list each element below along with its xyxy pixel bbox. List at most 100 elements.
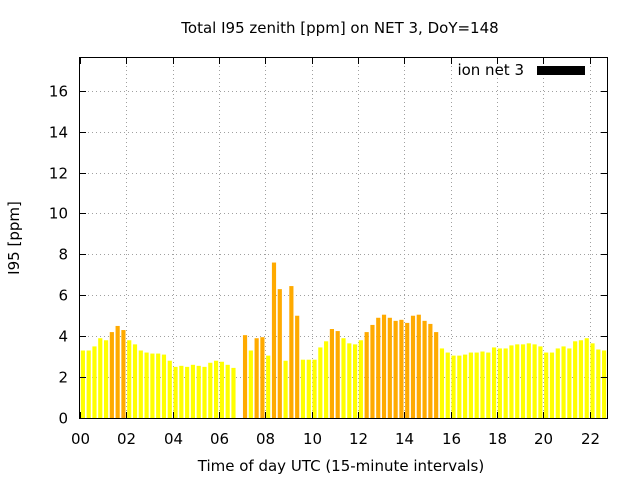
bar: [196, 365, 201, 418]
bar: [364, 332, 369, 418]
bar: [98, 338, 103, 418]
bar: [532, 344, 537, 418]
bar: [300, 359, 306, 418]
x-tick-label: 02: [117, 430, 136, 448]
bar: [451, 355, 456, 418]
bar: [341, 338, 346, 418]
bar: [283, 360, 288, 418]
bar: [271, 262, 277, 418]
bar: [312, 359, 317, 418]
bar: [318, 347, 323, 418]
bar: [190, 364, 196, 418]
bar: [127, 340, 132, 418]
x-tick-label: 06: [210, 430, 229, 448]
y-tick-label: 16: [49, 83, 68, 101]
y-tick-label: 12: [49, 165, 68, 183]
bar: [115, 325, 120, 418]
bar: [254, 338, 259, 418]
bar: [173, 366, 178, 418]
bar: [86, 350, 91, 418]
bar: [179, 365, 184, 418]
x-tick-label: 14: [395, 430, 414, 448]
bar: [549, 352, 555, 418]
bar: [393, 320, 398, 418]
bar: [410, 315, 416, 418]
bar: [266, 355, 271, 418]
bar: [428, 323, 433, 418]
bar: [144, 352, 149, 418]
bar: [381, 314, 387, 418]
bar: [156, 353, 161, 418]
x-tick-label: 04: [164, 430, 183, 448]
x-tick-label: 16: [442, 430, 461, 448]
bar: [225, 364, 230, 418]
y-tick-label: 0: [58, 410, 68, 428]
bar: [416, 314, 421, 418]
bar: [468, 352, 473, 418]
bar: [526, 343, 531, 418]
bar: [422, 320, 427, 418]
x-tick-label: 22: [581, 430, 600, 448]
bar: [324, 341, 329, 418]
bar: [335, 331, 340, 418]
bar: [602, 350, 607, 418]
y-tick-label: 8: [58, 246, 68, 264]
bar: [248, 350, 253, 418]
x-tick-label: 18: [488, 430, 507, 448]
bar: [596, 349, 601, 418]
bar: [567, 348, 572, 418]
bar: [463, 354, 468, 418]
bar: [80, 350, 85, 418]
bar: [544, 352, 549, 418]
bar: [503, 348, 508, 418]
bar: [132, 344, 138, 418]
bar: [480, 351, 485, 418]
bar: [520, 344, 526, 418]
bar: [150, 353, 155, 418]
bar: [474, 352, 479, 418]
x-tick-label: 20: [534, 430, 553, 448]
bar: [509, 345, 514, 418]
bars-layer: [80, 262, 607, 418]
bar: [289, 286, 294, 418]
bar: [347, 343, 352, 418]
bar: [242, 335, 248, 418]
x-axis-label: Time of day UTC (15-minute intervals): [197, 457, 484, 475]
bar: [306, 359, 311, 418]
y-tick-label: 14: [49, 124, 68, 142]
bar: [167, 360, 172, 418]
y-axis-label: I95 [ppm]: [5, 201, 23, 275]
bar: [497, 348, 502, 418]
bar: [590, 343, 595, 418]
bar: [103, 340, 109, 418]
bar: [491, 347, 497, 418]
bar: [138, 350, 143, 418]
bar: [277, 289, 282, 418]
legend-swatch: [537, 66, 585, 75]
bar: [399, 319, 404, 418]
bar: [208, 362, 213, 418]
bar: [578, 340, 584, 418]
bar: [538, 346, 543, 418]
bar: [561, 346, 566, 418]
bar: [555, 348, 560, 418]
bar: [434, 332, 439, 418]
bar: [121, 330, 126, 418]
legend: ion net 3: [457, 61, 585, 79]
x-tick-label: 10: [303, 430, 322, 448]
bar: [387, 317, 392, 418]
bar: [92, 346, 97, 418]
grid-layer: [80, 58, 607, 418]
legend-label: ion net 3: [457, 61, 524, 79]
bar: [584, 338, 589, 418]
bar: [405, 322, 410, 418]
bar: [445, 352, 450, 418]
bar: [109, 332, 114, 418]
bar: [439, 348, 445, 418]
bar: [219, 361, 224, 418]
bar: [185, 366, 190, 418]
x-tick-label: 12: [349, 430, 368, 448]
y-tick-label: 2: [58, 369, 68, 387]
